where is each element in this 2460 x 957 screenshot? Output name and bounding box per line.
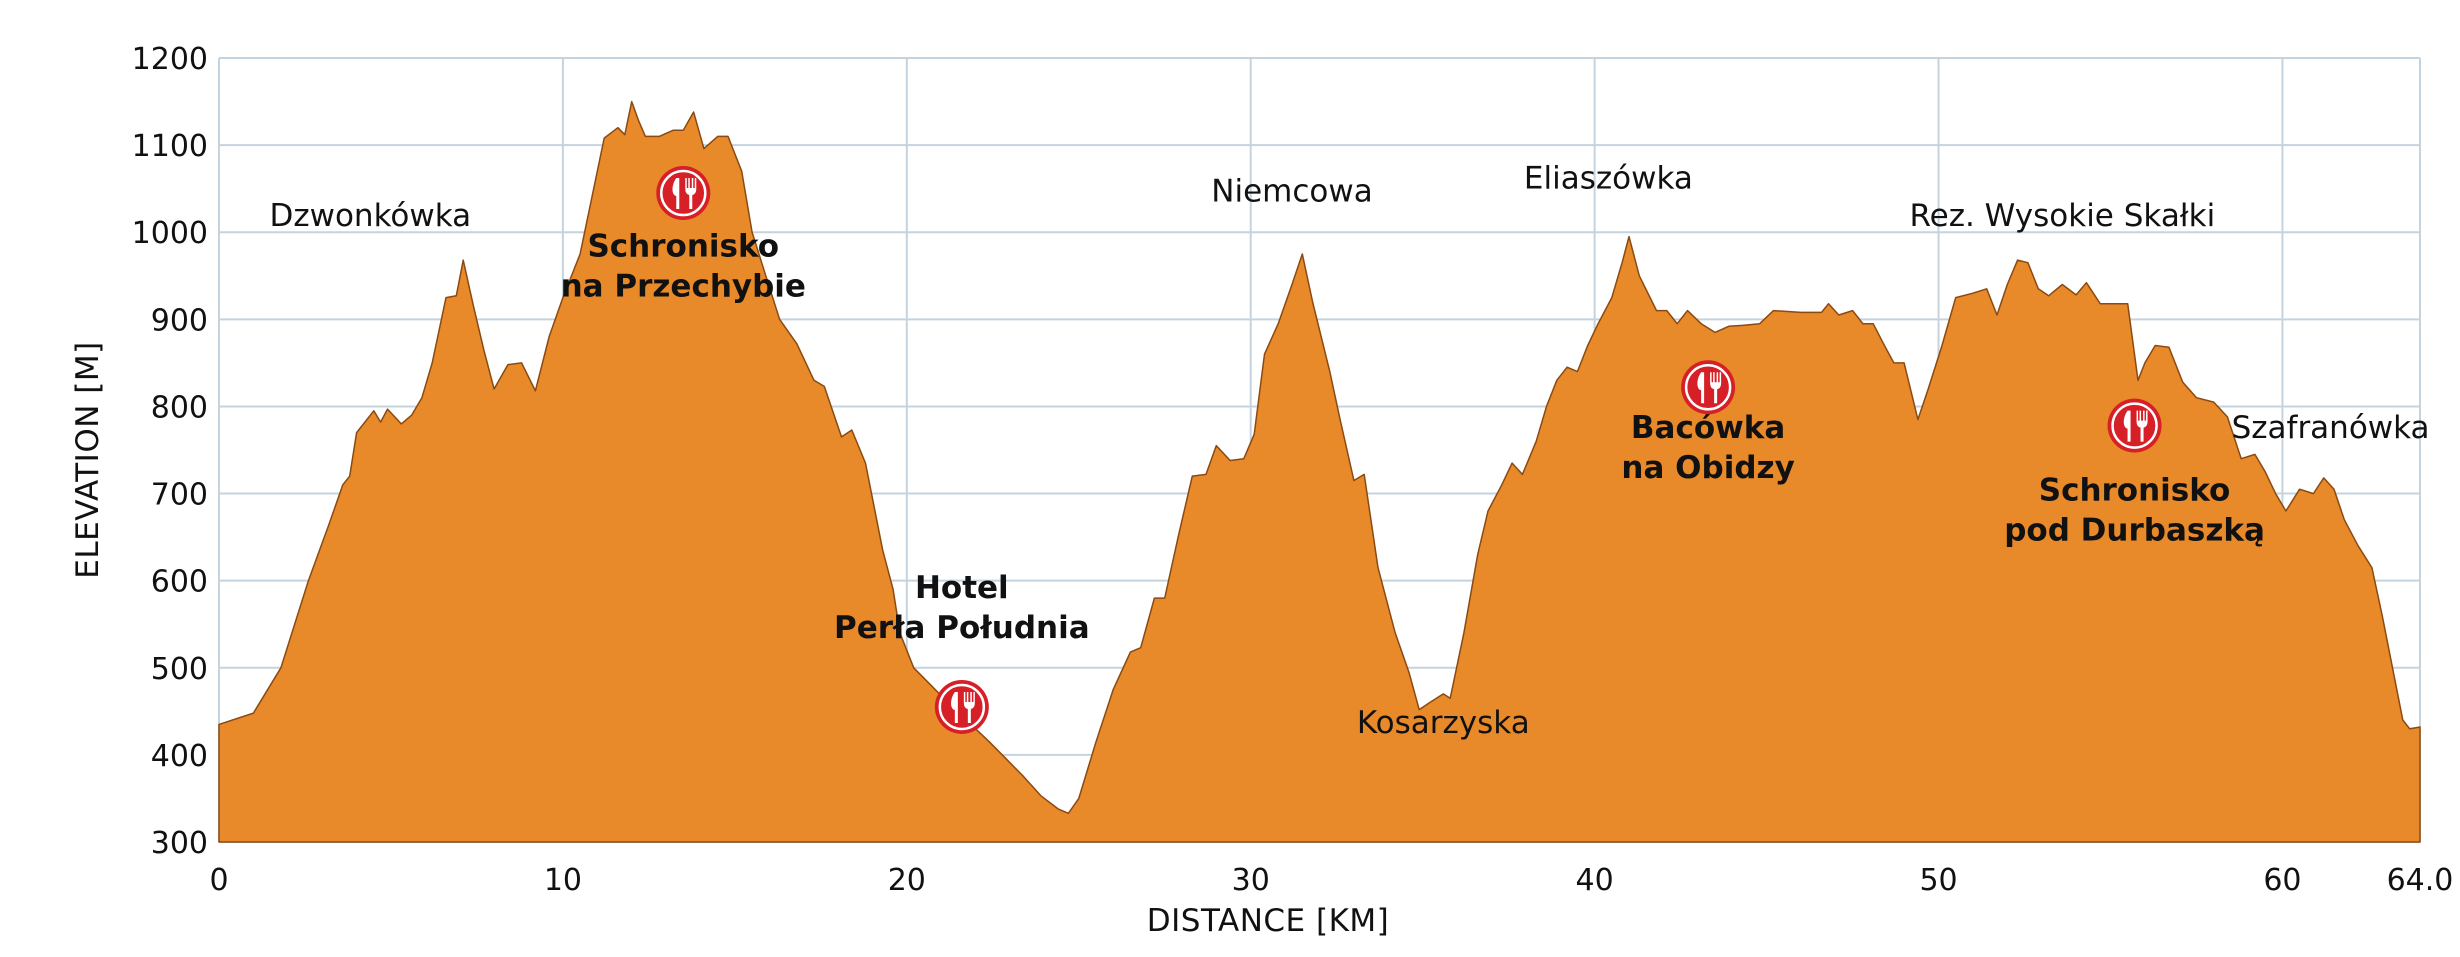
place-label-line: Szafranówka — [2232, 410, 2430, 446]
fork-icon — [1710, 372, 1722, 404]
annotation: Schronisko pod Durbaszką — [2004, 398, 2265, 549]
restaurant-icon — [656, 166, 711, 221]
x-tick-label: 60 — [2263, 863, 2301, 898]
annotation: Rez. Wysokie Skałki — [1909, 198, 2215, 234]
place-label-line: Schronisko — [587, 229, 779, 265]
x-tick-label: 64.0 — [2387, 863, 2454, 898]
y-tick-label: 700 — [151, 478, 208, 513]
annotation: Kosarzyska — [1357, 705, 1530, 741]
place-label-line: Hotel — [915, 570, 1009, 606]
y-tick-label: 800 — [151, 390, 208, 425]
y-tick-label: 900 — [151, 303, 208, 338]
place-label: Dzwonkówka — [269, 198, 471, 234]
place-label-line: pod Durbaszką — [2004, 513, 2265, 549]
place-label-line: Bacówka — [1631, 410, 1785, 446]
knife-icon — [672, 178, 680, 210]
annotation: Niemcowa — [1211, 174, 1372, 210]
y-tick-label: 500 — [151, 652, 208, 687]
restaurant-icon — [2107, 398, 2162, 453]
place-label: Schronisko na Przechybie — [561, 229, 806, 305]
x-axis-ticks: 0 10 20 30 40 50 60 64.0 — [209, 863, 2453, 898]
annotation: Schronisko na Przechybie — [561, 166, 806, 305]
y-tick-label: 600 — [151, 565, 208, 600]
place-label: Kosarzyska — [1357, 705, 1530, 741]
annotation: Eliaszówka — [1524, 161, 1693, 197]
place-label: Hotel Perła Południa — [834, 570, 1090, 646]
x-tick-label: 30 — [1232, 863, 1270, 898]
y-tick-label: 1100 — [132, 129, 208, 164]
x-axis-label: DISTANCE [KM] — [1147, 903, 1389, 939]
place-label-line: Niemcowa — [1211, 174, 1372, 210]
fork-icon — [2136, 410, 2148, 442]
place-label-line: Rez. Wysokie Skałki — [1909, 198, 2215, 234]
place-label: Bacówka na Obidzy — [1621, 410, 1794, 486]
annotation: Bacówka na Obidzy — [1621, 360, 1795, 486]
restaurant-icon — [934, 679, 989, 734]
knife-icon — [1697, 372, 1705, 404]
place-label: Schronisko pod Durbaszką — [2004, 473, 2265, 549]
annotation: Hotel Perła Południa — [834, 570, 1090, 734]
fork-icon — [685, 178, 697, 210]
annotation: Dzwonkówka — [269, 198, 471, 234]
place-label-line: Kosarzyska — [1357, 705, 1530, 741]
restaurant-icon — [1681, 360, 1736, 415]
place-label-line: Perła Południa — [834, 610, 1090, 646]
place-label: Szafranówka — [2232, 410, 2430, 446]
y-tick-label: 1200 — [132, 42, 208, 77]
x-tick-label: 50 — [1919, 863, 1957, 898]
place-annotations: Dzwonkówka Schronisko na Przechybie Hotel Pe… — [269, 161, 2429, 741]
place-label: Eliaszówka — [1524, 161, 1693, 197]
place-label-line: na Przechybie — [561, 269, 806, 305]
place-label-line: Dzwonkówka — [269, 198, 471, 234]
elevation-area — [218, 100, 2421, 843]
place-label-line: Schronisko — [2039, 473, 2231, 509]
y-tick-label: 400 — [151, 739, 208, 774]
place-label-line: Eliaszówka — [1524, 161, 1693, 197]
place-label-line: na Obidzy — [1621, 450, 1794, 486]
x-tick-label: 40 — [1576, 863, 1614, 898]
y-tick-label: 1000 — [132, 216, 208, 251]
fork-icon — [963, 691, 975, 723]
x-tick-label: 20 — [888, 863, 926, 898]
x-tick-label: 0 — [209, 863, 228, 898]
y-axis-ticks: 300 400 500 600 700 800 900 1000 1100 1200 — [132, 42, 208, 861]
place-label: Niemcowa — [1211, 174, 1372, 210]
place-label: Rez. Wysokie Skałki — [1909, 198, 2215, 234]
x-tick-label: 10 — [544, 863, 582, 898]
knife-icon — [951, 691, 958, 723]
annotation: Szafranówka — [2232, 410, 2430, 446]
knife-icon — [2123, 410, 2131, 442]
y-tick-label: 300 — [151, 826, 208, 861]
y-axis-label: ELEVATION [M] — [70, 341, 106, 578]
